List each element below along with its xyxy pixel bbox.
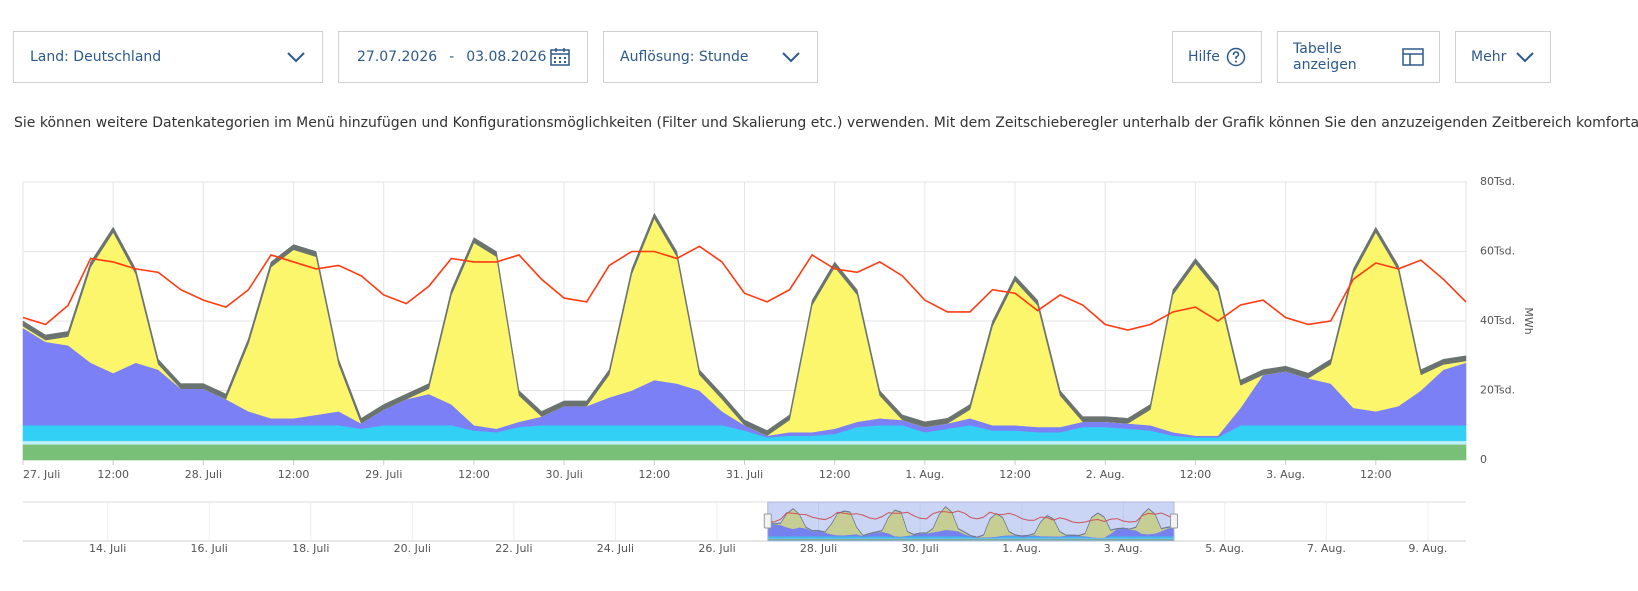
navigator-tick-label: 1. Aug. <box>1002 542 1041 555</box>
navigator-tick-label: 16. Juli <box>191 542 228 555</box>
navigator-tick-label: 24. Juli <box>597 542 634 555</box>
navigator-handle <box>1170 513 1179 529</box>
navigator-tick-label: 5. Aug. <box>1205 542 1244 555</box>
y-tick-label: 0 <box>1480 453 1487 466</box>
chevron-icon <box>287 52 305 63</box>
x-tick-label: 12:00 <box>999 468 1031 481</box>
navigator-series <box>767 506 1175 542</box>
navigator-tick-label: 3. Aug. <box>1104 542 1143 555</box>
x-tick-label: 12:00 <box>97 468 129 481</box>
resolution-label: Auflösung: Stunde <box>620 49 749 65</box>
area <box>22 212 1467 436</box>
navigator-handle <box>763 513 772 529</box>
y-tick-label: 60Tsd. <box>1480 245 1515 258</box>
navigator-tick-label: 28. Juli <box>800 542 837 555</box>
chevron-icon <box>782 52 800 63</box>
x-tick-label: 3. Aug. <box>1266 468 1305 481</box>
x-tick-label: 27. Juli <box>23 468 60 481</box>
resolution-select[interactable]: Auflösung: Stunde <box>603 31 818 83</box>
x-tick-label: 28. Juli <box>185 468 222 481</box>
country-select[interactable]: Land: Deutschland <box>13 31 323 83</box>
help-icon <box>1226 47 1246 67</box>
x-tick-label: 31. Juli <box>726 468 763 481</box>
x-tick-label: 2. Aug. <box>1086 468 1125 481</box>
line <box>767 510 1175 524</box>
plot-series <box>22 212 1467 461</box>
y-tick-label: 80Tsd. <box>1480 175 1515 188</box>
more-label: Mehr <box>1471 49 1507 65</box>
more-button[interactable]: Mehr <box>1455 31 1551 83</box>
y-tick-label: 40Tsd. <box>1480 314 1515 327</box>
navigator-tick-label: 30. Juli <box>901 542 938 555</box>
x-tick-label: 12:00 <box>638 468 670 481</box>
calendar-icon <box>550 48 570 66</box>
table-label: Tabelle anzeigen <box>1293 41 1357 73</box>
table-button[interactable]: Tabelle anzeigen <box>1277 31 1440 83</box>
country-label: Land: Deutschland <box>30 49 162 65</box>
navigator-tick-label: 20. Juli <box>394 542 431 555</box>
y-tick-label: 20Tsd. <box>1480 384 1515 397</box>
table-icon <box>1402 48 1424 66</box>
navigator-tick-label: 7. Aug. <box>1307 542 1346 555</box>
x-tick-label: 29. Juli <box>365 468 402 481</box>
date-range[interactable]: 27.07.2026 - 03.08.2026 <box>338 31 588 83</box>
navigator-tick-label: 26. Juli <box>698 542 735 555</box>
line <box>22 245 1467 331</box>
x-tick-label: 30. Juli <box>545 468 582 481</box>
date-to: 03.08.2026 <box>466 49 547 65</box>
info-text: Sie können weitere Datenkategorien im Me… <box>14 115 1638 131</box>
area <box>22 444 1467 461</box>
area <box>22 440 1467 445</box>
x-tick-label: 12:00 <box>819 468 851 481</box>
date-separator: - <box>449 49 455 65</box>
date-from: 27.07.2026 <box>357 49 438 65</box>
chevron-icon <box>1516 52 1534 63</box>
x-tick-label: 12:00 <box>1360 468 1392 481</box>
help-button[interactable]: Hilfe <box>1172 31 1262 83</box>
navigator-tick-label: 18. Juli <box>292 542 329 555</box>
navigator-window <box>767 501 1175 542</box>
help-label: Hilfe <box>1188 49 1220 65</box>
x-tick-label: 12:00 <box>278 468 310 481</box>
navigator-tick-label: 9. Aug. <box>1408 542 1447 555</box>
navigator-tick-label: 22. Juli <box>495 542 532 555</box>
x-tick-label: 12:00 <box>1180 468 1212 481</box>
navigator-tick-label: 14. Juli <box>89 542 126 555</box>
y-axis-label: MWh <box>1522 307 1535 334</box>
x-tick-label: 12:00 <box>458 468 490 481</box>
x-tick-label: 1. Aug. <box>905 468 944 481</box>
